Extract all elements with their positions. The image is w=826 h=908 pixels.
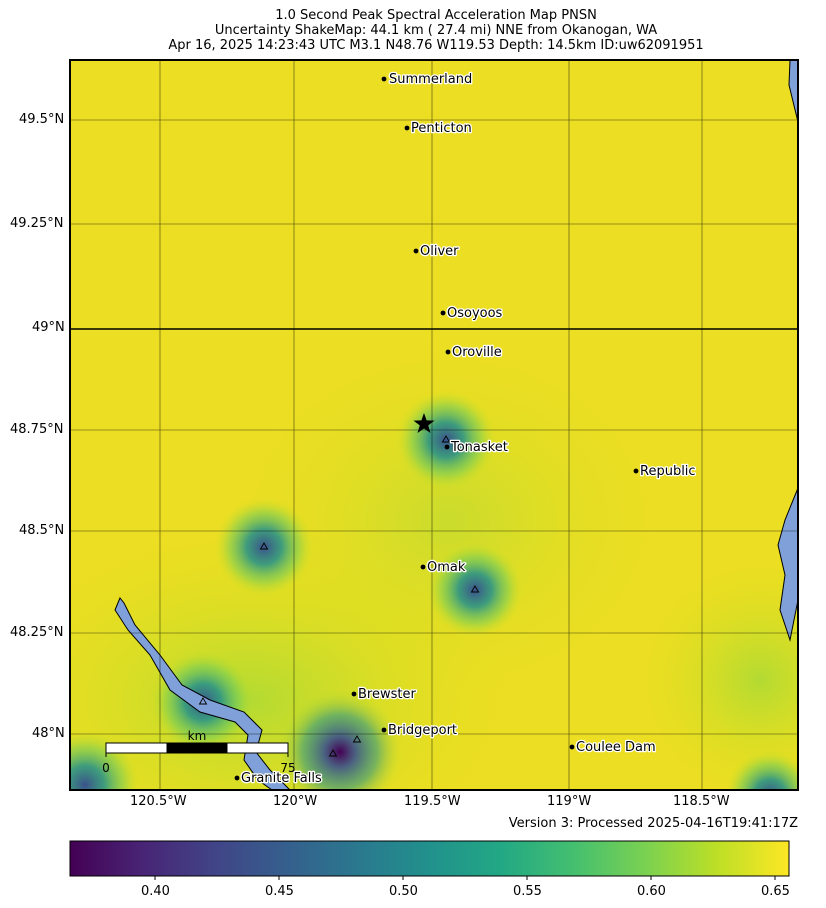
lon-tick-label: 118.5°W [673,794,730,809]
colorbar [69,840,790,877]
station-triangle-icon [328,749,338,757]
epicenter-star-icon [413,413,435,433]
colorbar-tick-label: 0.60 [637,884,666,899]
city-dot-icon [381,727,387,733]
city-markers: Summerland Penticton Oliver Osoyoos Orov… [234,71,697,787]
lon-tick-label: 120.5°W [130,794,187,809]
lat-tick-label: 48°N [32,726,65,741]
city-label: Penticton [411,121,472,136]
city-label: Brewster [358,687,416,702]
lat-tick-label: 49°N [32,320,65,335]
river-east [777,487,798,642]
station-triangle-icon [441,435,451,443]
map-title-line-3: Apr 16, 2025 14:23:43 UTC M3.1 N48.76 W1… [168,38,704,53]
map-title-line-2: Uncertainty ShakeMap: 44.1 km ( 27.4 mi)… [214,23,658,38]
city-dot-icon [234,775,240,781]
low-value-zone [396,390,496,490]
scale-bar-end: 75 [280,761,295,775]
colorbar-ticks [154,876,776,880]
low-value-zone [427,542,523,638]
city-dot-icon [444,444,450,450]
map-title-line-1: 1.0 Second Peak Spectral Acceleration Ma… [275,8,597,23]
value-field-southeast [640,560,798,790]
graticule [70,60,798,790]
city-label: Summerland [389,72,472,87]
city-label: Tonasket [450,440,508,455]
city-dot-icon [633,468,639,474]
lon-tick-label: 119.5°W [404,794,461,809]
lon-tick-label: 120°W [273,794,318,809]
colorbar-tick-label: 0.40 [141,884,170,899]
version-text: Version 3: Processed 2025-04-16T19:41:17… [508,816,798,831]
city-label: Coulee Dam [576,740,656,755]
lake-northeast [788,60,798,123]
lat-tick-label: 48.25°N [10,625,64,640]
city-dot-icon [413,248,419,254]
city-dot-icon [351,691,357,697]
city-label: Oliver [420,244,459,259]
city-dot-icon [440,310,446,316]
colorbar-tick-label: 0.45 [265,884,294,899]
lon-tick-label: 119°W [547,794,592,809]
lat-tick-label: 49.25°N [10,216,64,231]
lat-tick-label: 49.5°N [19,112,65,127]
station-triangle-icon [470,585,480,593]
colorbar-tick-label: 0.65 [761,884,790,899]
city-label: Republic [640,464,696,479]
seismic-stations [198,435,480,757]
colorbar-tick-label: 0.50 [389,884,418,899]
lat-tick-label: 48.75°N [10,422,64,437]
city-dot-icon [569,744,575,750]
scale-bar-start: 0 [102,761,110,775]
map-frame [69,59,799,791]
station-triangle-icon [198,697,208,705]
low-value-zone [725,750,798,790]
city-label: Osoyoos [447,306,503,321]
city-dot-icon [404,125,410,131]
city-label: Granite Falls [241,771,322,786]
lat-tick-label: 48.5°N [19,523,65,538]
scale-bar-unit: km [188,729,207,743]
city-dot-icon [445,349,451,355]
scale-bar: km 0 75 [102,729,295,775]
city-label: Omak [427,560,466,575]
city-label: Oroville [452,345,502,360]
city-label: Bridgeport [388,723,457,738]
low-value-zone [278,690,402,790]
station-triangle-icon [352,735,362,743]
colorbar-tick-label: 0.55 [513,884,542,899]
city-dot-icon [420,564,426,570]
city-dot-icon [381,76,387,82]
station-triangle-icon [259,542,269,550]
low-value-zone [214,497,314,597]
